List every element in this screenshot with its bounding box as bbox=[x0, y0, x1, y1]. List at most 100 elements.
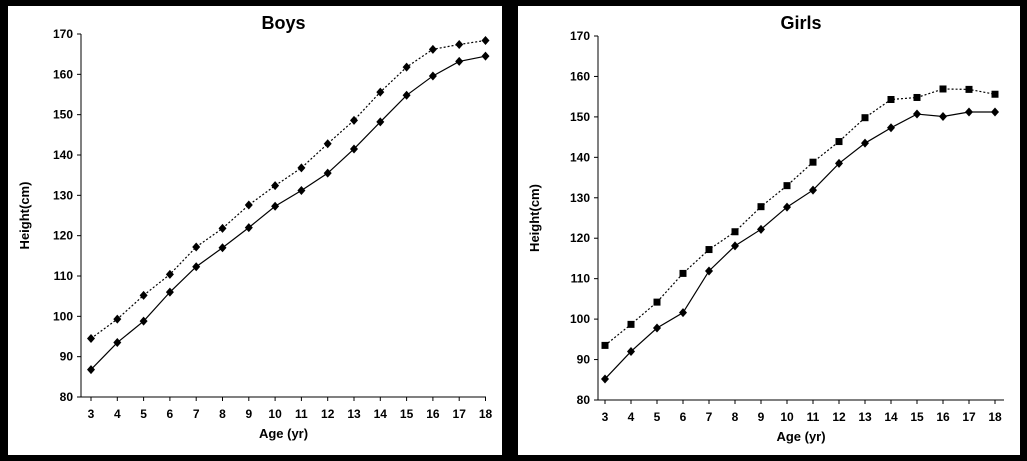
girls-x-tick-label: 5 bbox=[654, 410, 661, 424]
boys-x-tick-label: 15 bbox=[400, 407, 414, 421]
boys-y-tick-label: 80 bbox=[60, 390, 74, 404]
boys-dotted-point bbox=[350, 115, 358, 125]
girls-x-tick-label: 8 bbox=[732, 410, 739, 424]
girls-x-tick-label: 11 bbox=[807, 410, 820, 424]
girls-x-tick-label: 17 bbox=[962, 410, 976, 424]
girls-dotted-point bbox=[861, 114, 869, 122]
girls-dotted-point bbox=[809, 158, 817, 166]
boys-y-tick-label: 130 bbox=[53, 188, 73, 202]
girls-solid-point bbox=[731, 241, 739, 251]
boys-dotted-point bbox=[455, 39, 464, 49]
girls-solid-point bbox=[783, 202, 791, 212]
girls-y-tick-label: 160 bbox=[570, 69, 590, 83]
girls-solid-point bbox=[705, 266, 713, 276]
girls-x-tick-label: 18 bbox=[988, 410, 1002, 424]
girls-x-tick-label: 12 bbox=[832, 410, 846, 424]
boys-y-tick-label: 100 bbox=[53, 309, 73, 323]
boys-dotted-point bbox=[402, 62, 411, 72]
boys-x-tick-label: 4 bbox=[114, 407, 121, 421]
girls-x-tick-label: 6 bbox=[680, 410, 687, 424]
girls-dotted-point bbox=[913, 93, 921, 101]
girls-solid-point bbox=[991, 107, 999, 117]
boys-dotted-point bbox=[481, 35, 490, 45]
boys-chart: Boys 80 90 100 110 120 130 140 150 160 170 3 4 5 6 7 8 9 1… bbox=[17, 13, 493, 441]
girls-x-tick-label: 13 bbox=[858, 410, 872, 424]
girls-solid-point bbox=[757, 224, 765, 234]
boys-solid-point bbox=[87, 365, 95, 375]
boys-dotted-point bbox=[428, 44, 437, 54]
girls-dotted-point bbox=[783, 182, 791, 190]
girls-dotted-point bbox=[991, 90, 999, 98]
boys-solid-point bbox=[402, 90, 411, 100]
girls-solid-point bbox=[861, 138, 869, 148]
girls-dotted-point bbox=[653, 298, 661, 306]
girls-series-dotted-line bbox=[604, 88, 996, 346]
girls-y-tick-label: 100 bbox=[570, 312, 590, 326]
girls-dotted-point bbox=[705, 246, 713, 254]
boys-solid-point bbox=[350, 144, 358, 154]
boys-x-tick-label: 8 bbox=[219, 407, 226, 421]
boys-y-tick-label: 120 bbox=[53, 229, 73, 243]
girls-dotted-point bbox=[601, 341, 609, 349]
boys-x-tick-label: 11 bbox=[295, 407, 308, 421]
girls-dotted-point bbox=[731, 228, 739, 236]
boys-x-tick-label: 3 bbox=[88, 407, 95, 421]
girls-solid-point bbox=[653, 323, 661, 333]
girls-x-tick-label: 3 bbox=[602, 410, 609, 424]
girls-chart-panel: Girls 80 90 100 110 120 130 140 150 160 170 3 4 5 6 7 8 9… bbox=[518, 6, 1020, 455]
boys-solid-point bbox=[244, 223, 253, 233]
girls-y-tick-label: 130 bbox=[570, 191, 590, 205]
boys-x-tick-label: 14 bbox=[374, 407, 388, 421]
boys-dotted-point bbox=[323, 139, 332, 149]
girls-y-tick-label: 120 bbox=[570, 231, 590, 245]
girls-chart-title: Girls bbox=[780, 13, 821, 33]
boys-solid-point bbox=[271, 201, 280, 211]
girls-x-tick-label: 9 bbox=[758, 410, 765, 424]
boys-dotted-point bbox=[244, 200, 253, 210]
boys-series-solid-line bbox=[90, 55, 486, 370]
girls-chart: Girls 80 90 100 110 120 130 140 150 160 170 3 4 5 6 7 8 9… bbox=[527, 13, 1004, 444]
boys-solid-point bbox=[323, 168, 332, 178]
boys-chart-title: Boys bbox=[261, 13, 305, 33]
boys-x-tick-label: 12 bbox=[321, 407, 335, 421]
girls-solid-point bbox=[965, 107, 973, 117]
girls-x-tick-label: 16 bbox=[936, 410, 950, 424]
boys-x-tick-label: 5 bbox=[140, 407, 147, 421]
girls-y-axis-label: Height(cm) bbox=[527, 184, 542, 252]
girls-solid-point bbox=[809, 185, 817, 195]
boys-solid-point bbox=[376, 117, 385, 127]
boys-solid-point bbox=[455, 56, 464, 66]
girls-x-tick-label: 4 bbox=[628, 410, 635, 424]
boys-solid-point bbox=[192, 262, 201, 272]
boys-dotted-point bbox=[297, 163, 306, 173]
girls-y-tick-label: 150 bbox=[570, 110, 590, 124]
boys-solid-point bbox=[218, 243, 227, 253]
girls-x-axis-label: Age (yr) bbox=[776, 429, 825, 444]
girls-dotted-point bbox=[887, 95, 895, 103]
girls-y-tick-label: 90 bbox=[577, 353, 591, 367]
boys-dotted-point bbox=[139, 290, 148, 300]
boys-x-tick-label: 16 bbox=[426, 407, 440, 421]
boys-y-tick-label: 160 bbox=[53, 67, 73, 81]
girls-x-tick-label: 7 bbox=[706, 410, 713, 424]
girls-x-tick-label: 15 bbox=[910, 410, 924, 424]
boys-y-tick-label: 140 bbox=[53, 148, 73, 162]
girls-y-tick-label: 80 bbox=[577, 393, 591, 407]
boys-solid-point bbox=[428, 71, 437, 81]
girls-series-solid-line bbox=[604, 111, 995, 380]
boys-x-axis-label: Age (yr) bbox=[259, 426, 308, 441]
boys-y-tick-label: 110 bbox=[54, 269, 74, 283]
girls-y-tick-label: 140 bbox=[570, 150, 590, 164]
girls-x-tick-label: 10 bbox=[780, 410, 794, 424]
boys-x-tick-label: 18 bbox=[479, 407, 493, 421]
boys-solid-point bbox=[165, 287, 174, 297]
boys-y-tick-label: 90 bbox=[60, 350, 74, 364]
girls-solid-point bbox=[627, 346, 635, 356]
boys-y-tick-label: 150 bbox=[53, 108, 73, 122]
girls-solid-point bbox=[887, 123, 895, 133]
boys-x-tick-label: 9 bbox=[245, 407, 252, 421]
boys-solid-point bbox=[297, 185, 306, 195]
girls-dotted-point bbox=[965, 85, 973, 93]
girls-solid-point bbox=[679, 308, 687, 318]
boys-y-axis-label: Height(cm) bbox=[17, 182, 32, 250]
